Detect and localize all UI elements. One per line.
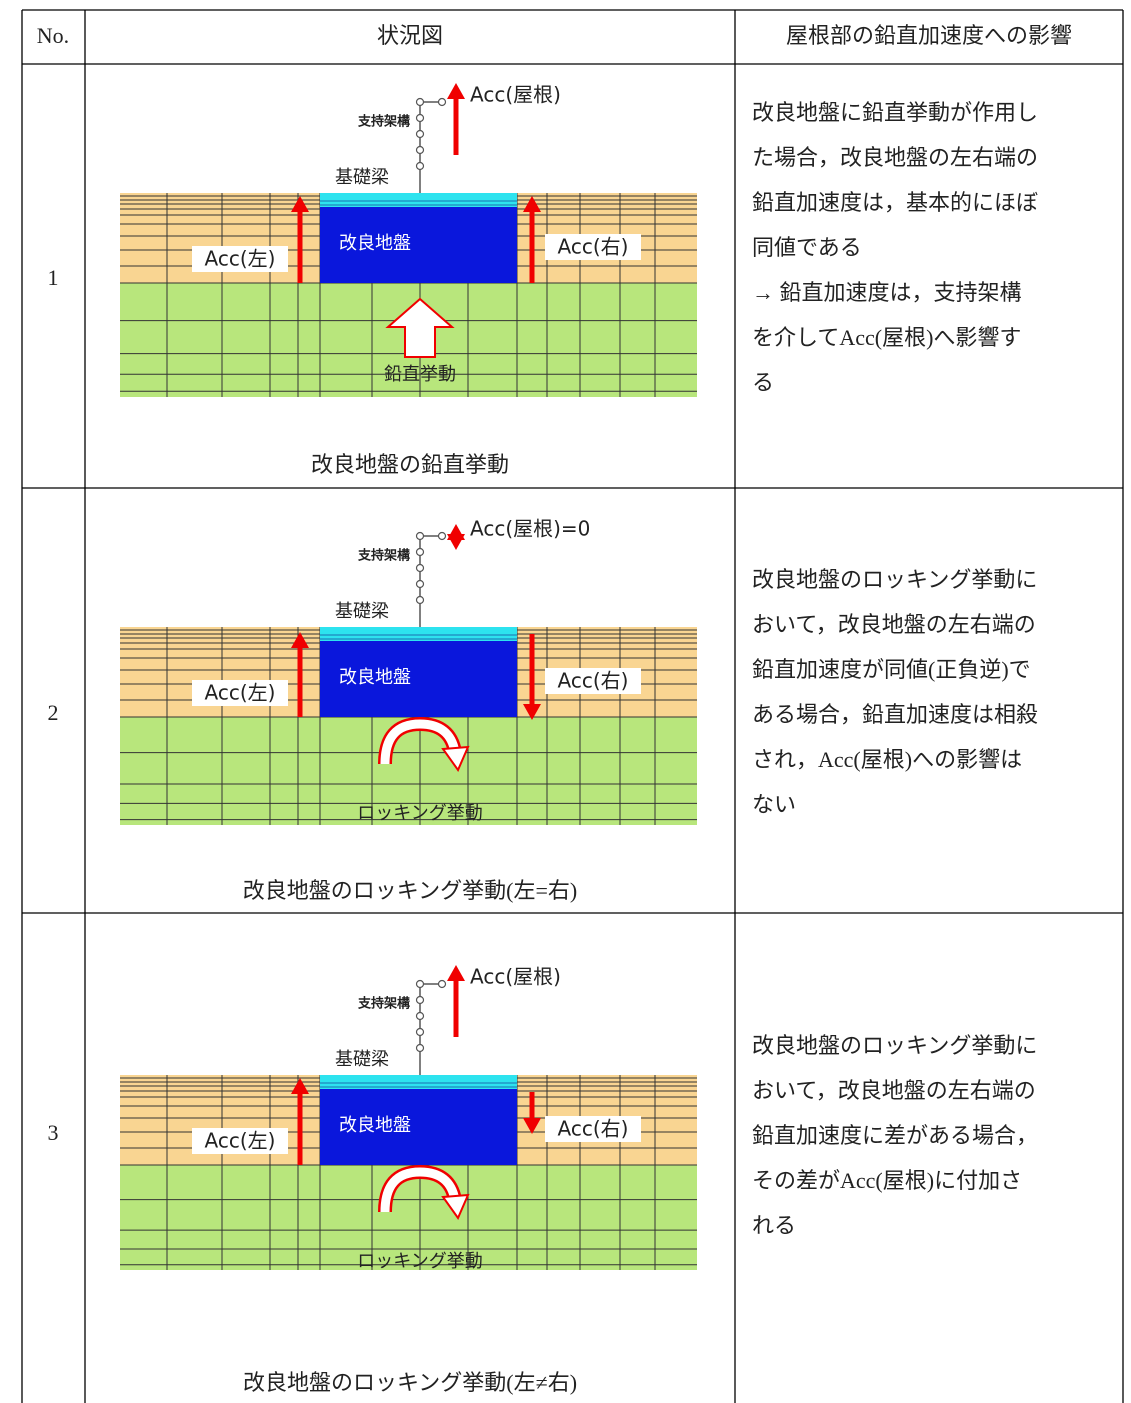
label-box <box>545 668 641 694</box>
arrow-head <box>523 1118 541 1134</box>
description-line: 同値である <box>752 235 862 260</box>
header-cell: 状況図 <box>377 23 443 48</box>
foundation-strip <box>320 627 517 641</box>
description-line: 改良地盤に鉛直挙動が作用し <box>752 100 1038 125</box>
improved-ground-block <box>320 193 517 283</box>
joint <box>437 531 447 541</box>
table-border <box>21 9 1124 1403</box>
arrow-head <box>291 632 309 648</box>
description-line: その差がAcc(屋根)に付加さ <box>752 1168 1022 1193</box>
improved-ground-label: 改良地盤 <box>339 233 411 254</box>
label-box <box>192 1128 288 1154</box>
joint <box>415 113 425 123</box>
row-number: 1 <box>48 265 59 290</box>
description-line: れる <box>752 1213 796 1238</box>
improved-ground-label: 改良地盤 <box>339 1115 411 1136</box>
foundation-strip <box>320 1075 517 1089</box>
improved-ground-label: 改良地盤 <box>339 667 411 688</box>
arrow-head <box>447 534 465 550</box>
support-frame-label: 支持架構 <box>357 114 410 130</box>
acc-left-label: Acc(左) <box>205 247 276 271</box>
row-number: 3 <box>48 1120 59 1145</box>
joint <box>415 995 425 1005</box>
joint <box>415 145 425 155</box>
arrow-head <box>523 704 541 720</box>
description-line: 鉛直加速度に差がある場合， <box>752 1123 1038 1148</box>
description-line: る <box>752 370 774 395</box>
joint <box>437 97 447 107</box>
description-line: → 鉛直加速度は，支持架構 <box>752 280 1022 305</box>
joint <box>415 595 425 605</box>
foundation-strip <box>320 193 517 207</box>
header-cell: No. <box>37 23 69 48</box>
description-line: 鉛直加速度が同値(正負逆)で <box>752 657 1031 682</box>
joint <box>415 97 425 107</box>
acc-left-label: Acc(左) <box>205 681 276 705</box>
joint <box>415 1027 425 1037</box>
motion-arrow <box>380 719 460 765</box>
joint <box>415 531 425 541</box>
foundation-beam-label: 基礎梁 <box>335 601 389 622</box>
acc-right-label: Acc(右) <box>558 1117 629 1141</box>
label-box <box>192 680 288 706</box>
description-line: ある場合，鉛直加速度は相殺 <box>752 702 1038 727</box>
description-line: され，Acc(屋根)への影響は <box>752 747 1022 772</box>
joint <box>415 547 425 557</box>
acc-roof-label: Acc(屋根) <box>470 965 561 989</box>
joint <box>415 161 425 171</box>
ground-layer <box>120 717 697 825</box>
joint <box>437 979 447 989</box>
support-frame-label: 支持架構 <box>357 548 410 564</box>
caption: 改良地盤のロッキング挙動(左≠右) <box>243 1370 577 1395</box>
acc-right-label: Acc(右) <box>558 235 629 259</box>
header-cell: 屋根部の鉛直加速度への影響 <box>786 23 1072 48</box>
improved-ground-block <box>320 627 517 717</box>
acc-roof-label: Acc(屋根) <box>470 83 561 107</box>
description-line: た場合，改良地盤の左右端の <box>752 145 1038 170</box>
label-box <box>192 246 288 272</box>
description-line: を介してAcc(屋根)へ影響す <box>752 325 1021 350</box>
motion-label: 鉛直挙動 <box>384 364 456 385</box>
improved-ground-block <box>320 1075 517 1165</box>
joint <box>415 1011 425 1021</box>
motion-label: ロッキング挙動 <box>357 1251 482 1272</box>
arrow-head <box>523 196 541 212</box>
arrow-head <box>291 196 309 212</box>
description-line: おいて，改良地盤の左右端の <box>752 612 1036 637</box>
caption: 改良地盤のロッキング挙動(左=右) <box>243 878 577 903</box>
description-line: 改良地盤のロッキング挙動に <box>752 1033 1037 1058</box>
foundation-beam-label: 基礎梁 <box>335 167 389 188</box>
arrow-head <box>291 1078 309 1094</box>
motion-arrow-head <box>441 745 470 773</box>
description-line: 鉛直加速度は，基本的にほぼ <box>752 190 1038 215</box>
joint <box>415 979 425 989</box>
motion-arrow-head <box>441 1193 470 1221</box>
foundation-beam-label: 基礎梁 <box>335 1049 389 1070</box>
support-frame-label: 支持架構 <box>357 996 410 1012</box>
description-line: ない <box>752 792 796 817</box>
joint <box>415 579 425 589</box>
joint <box>415 1043 425 1053</box>
acc-left-label: Acc(左) <box>205 1129 276 1153</box>
row-number: 2 <box>48 700 59 725</box>
motion-arrow <box>380 1167 460 1213</box>
ground-layer <box>120 1165 697 1270</box>
label-box <box>545 1116 641 1142</box>
acc-roof-label: Acc(屋根)=0 <box>470 517 590 541</box>
arrow-head <box>447 965 465 981</box>
description-line: 改良地盤のロッキング挙動に <box>752 567 1037 592</box>
arrow-head <box>447 83 465 99</box>
description-line: おいて，改良地盤の左右端の <box>752 1078 1036 1103</box>
motion-label: ロッキング挙動 <box>357 803 482 824</box>
motion-arrow <box>385 297 455 358</box>
label-box <box>545 234 641 260</box>
joint <box>415 563 425 573</box>
caption: 改良地盤の鉛直挙動 <box>311 452 509 477</box>
acc-right-label: Acc(右) <box>558 669 629 693</box>
joint <box>415 129 425 139</box>
